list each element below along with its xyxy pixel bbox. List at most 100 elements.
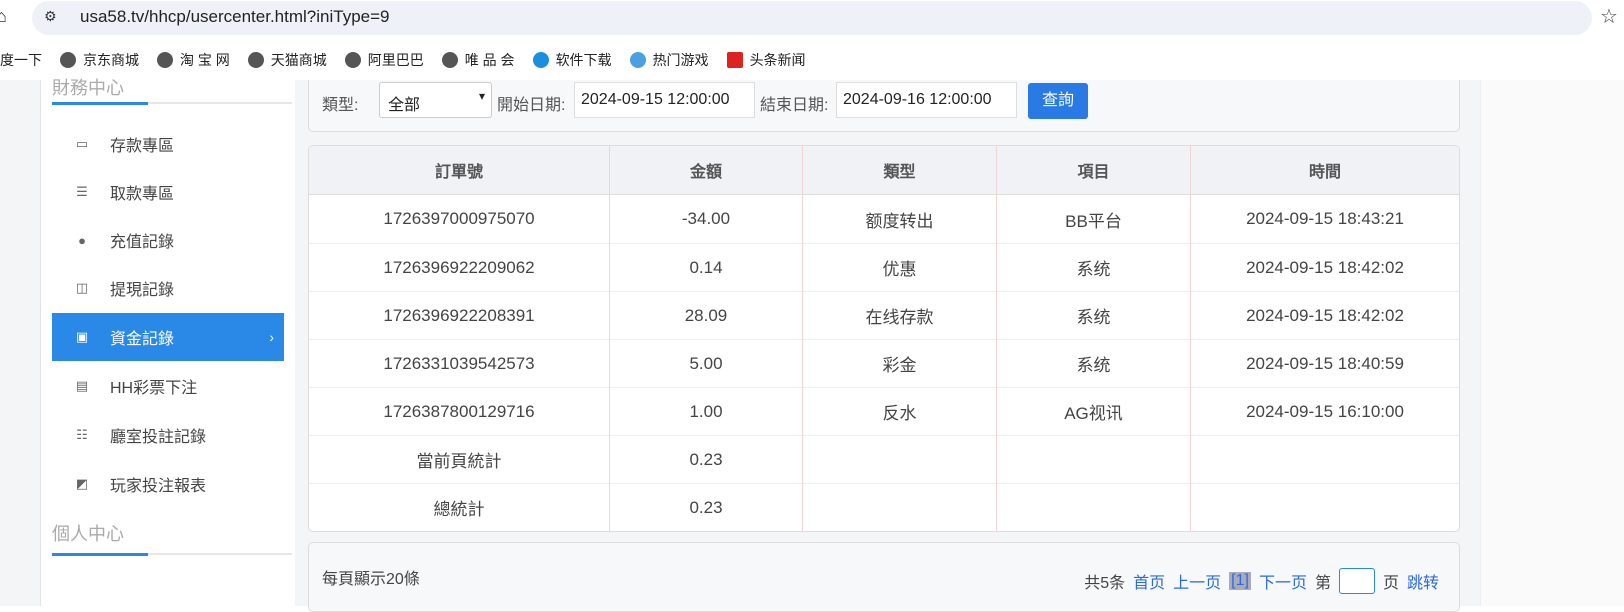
- bookmark[interactable]: 软件下载: [532, 50, 612, 70]
- bookmark[interactable]: 百度一下: [0, 50, 42, 70]
- table-cell: BB平台: [996, 195, 1190, 243]
- globe-icon: [247, 52, 264, 68]
- sidebar-item-hall-bets[interactable]: ☷ 廳室投註記錄: [52, 411, 284, 459]
- sidebar-item-label: HH彩票下注: [110, 380, 198, 397]
- sidebar-item-lottery-bets[interactable]: ▤ HH彩票下注: [52, 362, 284, 410]
- table-cell: 系统: [996, 339, 1190, 387]
- divider: [52, 102, 292, 105]
- table-row: 1726387800129716 1.00 反水 AG视讯 2024-09-15 16:…: [309, 387, 1459, 435]
- sidebar: 財務中心 ▭ 存款專區 ☰ 取款專區 ● 充值記錄 ◫ 提現記錄 ▣ 資金記錄 › ▤ HH彩…: [40, 78, 295, 606]
- bookmark[interactable]: 唯 品 会: [441, 50, 515, 70]
- table-row: 1726397000975070 -34.00 额度转出 BB平台 2024-09-15…: [309, 195, 1459, 243]
- col-time: 時間: [1190, 146, 1459, 195]
- divider: [52, 553, 292, 556]
- table-cell: 2024-09-15 18:43:21: [1190, 195, 1459, 243]
- col-item: 項目: [996, 146, 1190, 195]
- bookmark-label: 头条新闻: [749, 52, 806, 68]
- pagination: 共5条 首页 上一页 [1] 下一页 第 页 跳转: [1084, 568, 1439, 594]
- start-date-input[interactable]: 2024-09-15 12:00:00: [574, 82, 755, 118]
- bookmark-label: 热门游戏: [652, 52, 709, 68]
- fund-records-table: 訂單號 金額 類型 項目 時間 1726397000975070 -34.00 额度…: [308, 145, 1460, 532]
- sidebar-item-player-report[interactable]: ◩ 玩家投注報表: [52, 460, 284, 508]
- pagination-bar: 每頁顯示20條 共5条 首页 上一页 [1] 下一页 第 页 跳转: [308, 542, 1460, 612]
- cash-icon: ▣: [75, 329, 89, 344]
- site-settings-icon[interactable]: ⚙: [44, 8, 57, 24]
- col-amount: 金額: [609, 146, 802, 195]
- bookmark[interactable]: 天猫商城: [247, 50, 327, 70]
- bookmark-label: 淘 宝 网: [180, 52, 230, 68]
- sidebar-item-withdraw-records[interactable]: ◫ 提現記錄: [52, 264, 284, 312]
- table-cell: 优惠: [802, 243, 996, 291]
- table-cell: 额度转出: [802, 195, 996, 243]
- sidebar-item-label: 充值記錄: [110, 234, 175, 251]
- prev-page-link[interactable]: 上一页: [1173, 575, 1222, 592]
- table-cell: 5.00: [609, 339, 802, 387]
- page-prefix: 第: [1314, 575, 1331, 592]
- section-title-personal: 個人中心: [52, 524, 124, 544]
- url-text[interactable]: usa58.tv/hhcp/usercenter.html?iniType=9: [80, 7, 390, 26]
- section-title-finance: 財務中心: [52, 78, 124, 96]
- table-cell: 0.14: [609, 243, 802, 291]
- globe-icon: [157, 52, 173, 68]
- per-page-text: 每頁顯示20條: [322, 571, 420, 588]
- bookmark[interactable]: 热门游戏: [629, 50, 709, 70]
- col-type: 類型: [802, 146, 996, 195]
- table-cell: 2024-09-15 18:42:02: [1190, 243, 1459, 291]
- page-total-label: 當前頁統計: [309, 435, 609, 483]
- sidebar-item-deposit[interactable]: ▭ 存款專區: [52, 120, 284, 168]
- current-page[interactable]: [1]: [1229, 572, 1251, 590]
- game-icon: [629, 52, 646, 68]
- sidebar-item-withdraw[interactable]: ☰ 取款專區: [52, 168, 284, 216]
- table-cell: -34.00: [609, 195, 802, 243]
- table-cell: AG视讯: [996, 387, 1190, 435]
- wallet-icon: ◫: [75, 280, 89, 295]
- start-date-label: 開始日期:: [497, 97, 566, 114]
- type-label: 類型:: [322, 97, 359, 114]
- bookmark[interactable]: 京东商城: [60, 50, 139, 70]
- bookmarks-bar: 百度一下 京东商城 淘 宝 网 天猫商城 阿里巴巴 唯 品 会 软件下载 热门游…: [0, 40, 1624, 80]
- bookmark-label: 软件下载: [555, 52, 612, 68]
- grand-total-row: 總統計 0.23: [309, 483, 1459, 531]
- table-row: 1726396922209062 0.14 优惠 系统 2024-09-15 18:42…: [309, 243, 1459, 291]
- sidebar-item-label: 提現記錄: [110, 282, 175, 299]
- bookmark-label: 唯 品 会: [464, 52, 515, 68]
- sidebar-item-label: 玩家投注報表: [110, 478, 207, 495]
- bookmark[interactable]: 淘 宝 网: [157, 50, 230, 70]
- sidebar-item-fund-records[interactable]: ▣ 資金記錄 ›: [52, 313, 284, 361]
- home-icon[interactable]: ⌂: [0, 6, 7, 26]
- address-bar-area: ⌂ ⚙ usa58.tv/hhcp/usercenter.html?iniTyp…: [0, 0, 1624, 36]
- sidebar-item-recharge-records[interactable]: ● 充值記錄: [52, 216, 284, 264]
- table-cell: 1.00: [609, 387, 802, 435]
- jump-link[interactable]: 跳转: [1406, 575, 1439, 592]
- table-row: 1726331039542573 5.00 彩金 系统 2024-09-15 18:40…: [309, 339, 1459, 387]
- next-page-link[interactable]: 下一页: [1258, 575, 1307, 592]
- bookmark-label: 京东商城: [83, 52, 139, 68]
- page-total-value: 0.23: [609, 435, 802, 483]
- type-select[interactable]: 全部 ▾: [379, 82, 492, 118]
- first-page-link[interactable]: 首页: [1133, 575, 1166, 592]
- sidebar-item-label: 資金記錄: [110, 331, 175, 348]
- page-jump-input[interactable]: [1338, 568, 1375, 594]
- bookmark-label: 阿里巴巴: [367, 52, 424, 68]
- col-order-id: 訂單號: [309, 146, 609, 195]
- globe-icon: [441, 52, 458, 68]
- sidebar-item-label: 廳室投註記錄: [110, 429, 207, 446]
- table-cell: 28.09: [609, 291, 802, 339]
- table-cell: 2024-09-15 18:42:02: [1190, 291, 1459, 339]
- download-icon: [532, 52, 549, 68]
- table-cell: 反水: [802, 387, 996, 435]
- right-panel: [1480, 80, 1624, 606]
- table-cell: 在线存款: [802, 291, 996, 339]
- bookmark[interactable]: 阿里巴巴: [344, 50, 424, 70]
- card-icon: ▭: [75, 136, 89, 151]
- bookmark-star-icon[interactable]: ☆: [1600, 6, 1618, 28]
- globe-icon: [344, 52, 361, 68]
- table-cell: 系统: [996, 243, 1190, 291]
- query-button[interactable]: 查詢: [1028, 83, 1088, 119]
- end-date-input[interactable]: 2024-09-16 12:00:00: [836, 82, 1017, 118]
- table-cell: 1726396922208391: [309, 291, 609, 339]
- bookmark[interactable]: 头条新闻: [726, 50, 806, 70]
- grand-total-value: 0.23: [609, 483, 802, 531]
- address-bar[interactable]: [32, 1, 1592, 35]
- page-suffix: 页: [1382, 575, 1399, 592]
